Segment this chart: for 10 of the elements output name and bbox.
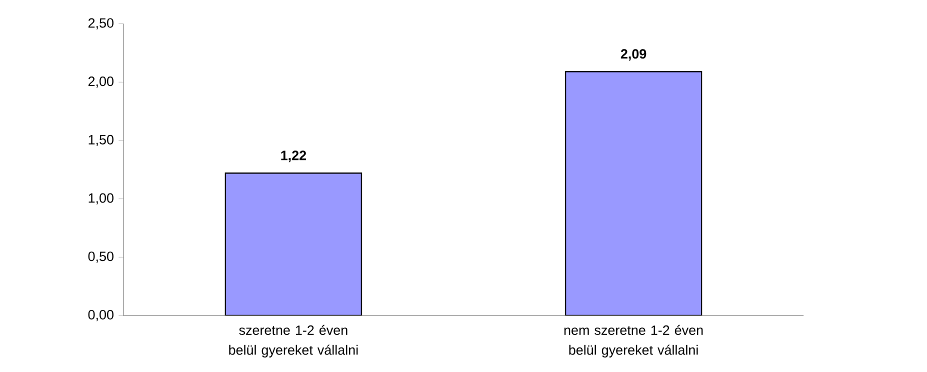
- y-tick-label: 1,00: [88, 193, 114, 204]
- data-label: 1,22: [281, 150, 306, 162]
- data-label: 2,09: [620, 49, 646, 61]
- y-tick-label: 2,50: [88, 18, 114, 30]
- x-tick-label: nem szeretne 1-2 éven belül gyereket vállalni: [564, 325, 703, 358]
- y-tick-label: 2,00: [88, 76, 114, 88]
- y-tick-label: 0,00: [88, 310, 114, 322]
- x-tick-label: szeretne 1-2 éven belül gyereket vállalni: [229, 325, 358, 358]
- y-tick-label: 1,50: [88, 134, 114, 146]
- y-tick-label: 0,50: [88, 252, 114, 263]
